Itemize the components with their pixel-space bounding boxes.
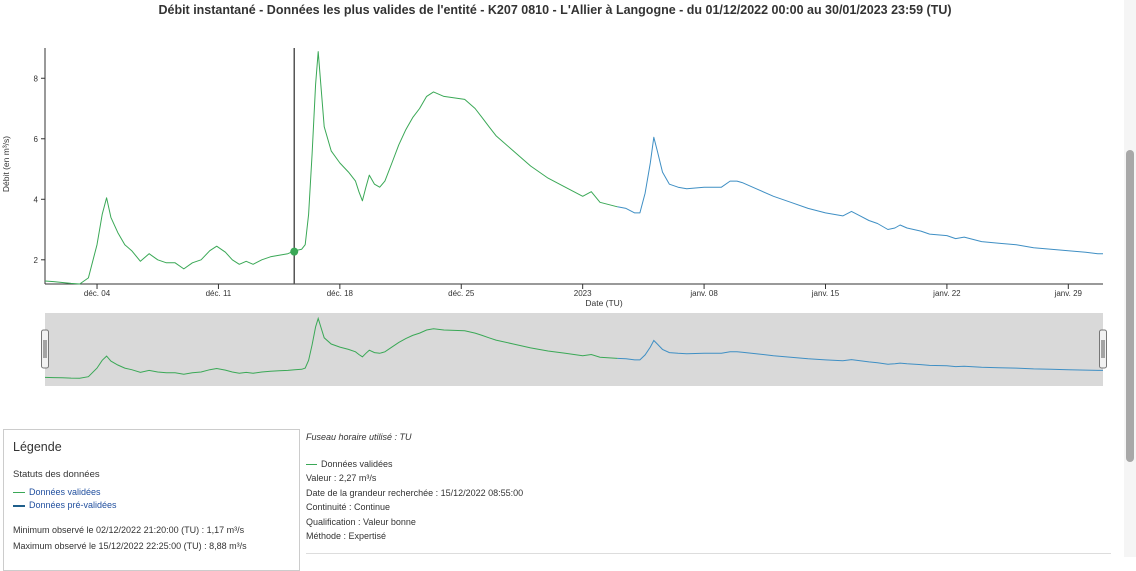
x-tick-label: déc. 25	[448, 289, 475, 298]
legend-item-label: Données pré-validées	[29, 500, 117, 510]
legend-item-validated[interactable]: Données validées	[13, 487, 101, 497]
divider	[306, 553, 1111, 554]
handle-grip	[1099, 329, 1107, 369]
navigator-handle-left[interactable]	[41, 329, 49, 369]
x-tick-label: janv. 08	[689, 289, 718, 298]
y-tick-label: 2	[34, 256, 39, 265]
y-tick-label: 6	[34, 135, 39, 144]
info-status-label: Données validées	[321, 459, 393, 469]
info-date: Date de la grandeur recherchée : 15/12/2…	[306, 488, 524, 498]
cursor-marker[interactable]	[290, 247, 299, 256]
prevalidated-line-icon	[13, 504, 25, 507]
navigator-line-validated	[44, 316, 618, 379]
info-value: Valeur : 2,27 m³/s	[306, 473, 377, 483]
scrollbar-thumb[interactable]	[1126, 150, 1134, 462]
chart-title: Débit instantané - Données les plus vali…	[158, 3, 952, 17]
scrollbar[interactable]	[1124, 0, 1136, 557]
y-tick-label: 4	[34, 195, 39, 204]
legend-subtitle: Statuts des données	[13, 469, 100, 480]
legend-item-label: Données validées	[29, 487, 101, 497]
info-status: Données validées	[306, 459, 393, 469]
x-tick-label: déc. 04	[84, 289, 111, 298]
navigator[interactable]	[41, 313, 1107, 386]
x-tick-label: janv. 29	[1054, 289, 1083, 298]
legend-item-prevalidated[interactable]: Données pré-validées	[13, 500, 117, 510]
timezone-note: Fuseau horaire utilisé : TU	[306, 432, 412, 442]
legend-title: Légende	[13, 440, 62, 454]
chart-area[interactable]: 2 4 6 8 déc. 04 déc. 11 déc. 18 déc. 25 2023 janv…	[0, 0, 1122, 425]
navigator-handle-right[interactable]	[1099, 329, 1107, 369]
handle-grip	[41, 329, 49, 369]
info-qualification: Qualification : Valeur bonne	[306, 517, 416, 527]
validated-line-icon	[13, 492, 25, 494]
navigator-line-prevalidated	[617, 339, 1103, 371]
series-line-prevalidated[interactable]	[617, 136, 1103, 255]
x-tick-label: 2023	[574, 289, 592, 298]
navigator-selection[interactable]	[45, 313, 1103, 386]
validated-line-icon	[306, 464, 317, 466]
x-axis-label: Date (TU)	[585, 298, 622, 308]
x-tick-label: déc. 11	[206, 289, 232, 298]
info-continuity: Continuité : Continue	[306, 502, 391, 512]
main-plot[interactable]: 2 4 6 8 déc. 04 déc. 11 déc. 18 déc. 25 2023 janv…	[1, 48, 1103, 308]
min-observed-text: Minimum observé le 02/12/2022 21:20:00 (…	[13, 525, 245, 535]
info-method: Méthode : Expertisé	[306, 531, 387, 541]
y-axis-label: Débit (en m³/s)	[1, 136, 11, 192]
x-tick-label: janv. 15	[811, 289, 840, 298]
x-tick-label: déc. 18	[327, 289, 354, 298]
y-tick-label: 8	[34, 74, 39, 83]
series-line-validated[interactable]	[44, 51, 618, 285]
x-tick-label: janv. 22	[932, 289, 961, 298]
max-observed-text: Maximum observé le 15/12/2022 22:25:00 (…	[13, 541, 247, 551]
legend-box: Légende Statuts des données Données vali…	[3, 429, 300, 571]
